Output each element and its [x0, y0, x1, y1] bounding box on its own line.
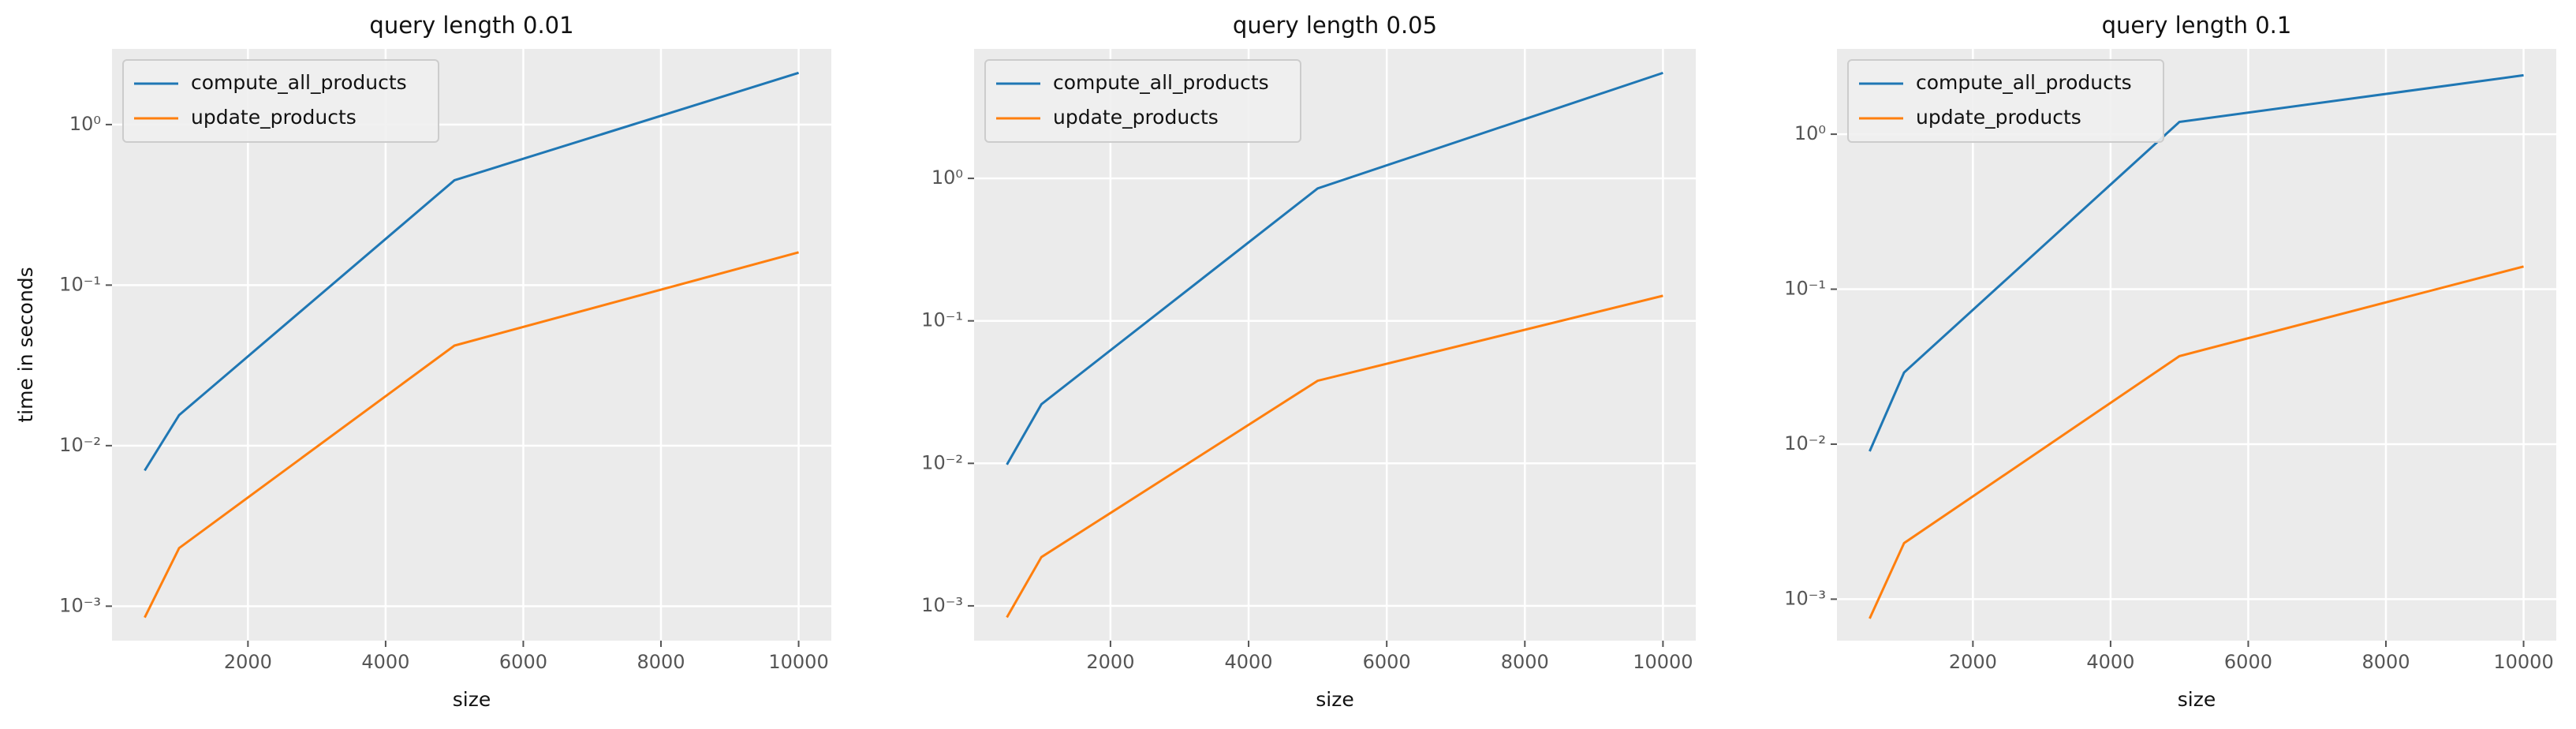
x-tick-label: 8000 — [637, 651, 685, 673]
legend-box — [1847, 59, 2164, 143]
chart-title: query length 0.01 — [369, 12, 573, 39]
x-tick-label: 8000 — [2361, 651, 2410, 673]
x-tick-label: 10000 — [1633, 651, 1693, 673]
data-line — [144, 71, 799, 472]
legend-label: update_products — [191, 106, 357, 129]
x-tick-label: 2000 — [224, 651, 272, 673]
x-tick-label: 6000 — [499, 651, 547, 673]
y-tick-label: 10⁻² — [921, 451, 963, 473]
legend-label: update_products — [1053, 106, 1219, 129]
x-axis-label: size — [453, 688, 491, 711]
y-tick-label: 10⁻¹ — [1784, 278, 1826, 300]
x-tick-label: 8000 — [1501, 651, 1549, 673]
x-tick-label: 4000 — [1225, 651, 1273, 673]
x-tick-label: 2000 — [1086, 651, 1134, 673]
x-tick-label: 6000 — [2224, 651, 2272, 673]
y-tick-label: 10⁻¹ — [59, 273, 101, 295]
x-tick-label: 4000 — [361, 651, 409, 673]
legend-box — [984, 59, 1301, 143]
x-tick-label: 10000 — [768, 651, 828, 673]
legend-box — [122, 59, 439, 143]
legend: compute_all_products update_products — [984, 59, 1301, 143]
x-tick-label: 10000 — [2493, 651, 2553, 673]
chart-title: query length 0.1 — [2102, 12, 2292, 39]
y-tick-label: 10⁻² — [59, 434, 101, 456]
x-axis-label: size — [1316, 688, 1353, 711]
x-tick-label: 2000 — [1949, 651, 1997, 673]
data-line — [1869, 73, 2524, 452]
data-line — [1869, 265, 2524, 619]
legend-label: compute_all_products — [1053, 71, 1269, 94]
x-axis-label: size — [2178, 688, 2216, 711]
data-line — [1006, 71, 1663, 465]
legend-label: compute_all_products — [1916, 71, 2132, 94]
y-tick-label: 10⁻³ — [921, 594, 963, 616]
x-tick-label: 4000 — [2086, 651, 2134, 673]
legend: compute_all_products update_products — [1847, 59, 2164, 143]
y-axis-label: time in seconds — [14, 267, 37, 422]
y-tick-label: 10⁰ — [69, 113, 101, 135]
plot-area — [1837, 49, 2556, 641]
data-line — [1006, 294, 1663, 619]
y-tick-label: 10⁻³ — [59, 594, 101, 616]
y-tick-label: 10⁰ — [931, 166, 963, 189]
plot-area — [974, 49, 1696, 641]
y-tick-label: 10⁰ — [1794, 122, 1826, 144]
x-tick-label: 6000 — [1363, 651, 1411, 673]
plot-area — [112, 49, 831, 641]
legend-label: update_products — [1916, 106, 2081, 129]
y-tick-label: 10⁻³ — [1784, 587, 1826, 609]
chart-title: query length 0.05 — [1233, 12, 1437, 39]
legend-label: compute_all_products — [191, 71, 407, 94]
data-line — [144, 251, 799, 619]
legend: compute_all_products update_products — [122, 59, 439, 143]
y-tick-label: 10⁻² — [1784, 432, 1826, 454]
y-tick-label: 10⁻¹ — [921, 309, 963, 331]
